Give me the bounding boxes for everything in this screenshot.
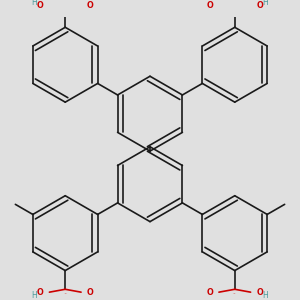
Text: H: H	[263, 0, 268, 7]
Text: O: O	[87, 1, 94, 10]
Text: O: O	[37, 288, 44, 297]
Text: H: H	[32, 0, 37, 7]
Text: O: O	[206, 1, 213, 10]
Text: O: O	[256, 288, 263, 297]
Text: O: O	[87, 288, 94, 297]
Text: H: H	[32, 290, 37, 299]
Text: H: H	[263, 290, 268, 299]
Text: O: O	[256, 1, 263, 10]
Text: O: O	[206, 288, 213, 297]
Text: O: O	[37, 1, 44, 10]
